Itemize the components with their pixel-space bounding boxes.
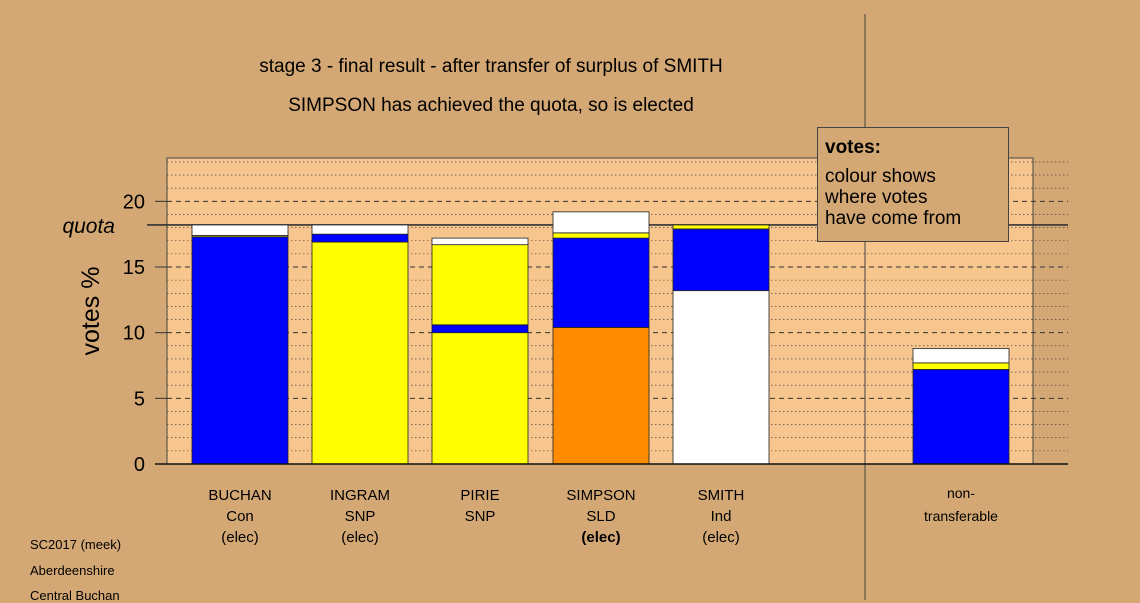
council-label: Aberdeenshire [30,563,115,578]
y-tick-label: 5 [134,388,145,410]
quota-label: quota [62,215,115,238]
chart-subtitle: SIMPSON has achieved the quota, so is el… [288,95,694,116]
y-tick-label: 10 [123,323,145,345]
bar-label: SNP [465,508,496,525]
legend-body: colour shows where votes have come from [825,166,962,229]
bar-segment-snp [311,241,409,465]
bar-segment-ind [311,224,409,235]
bar-segment-snp [431,332,529,465]
bar-segment-ind [912,348,1010,364]
bar-label: transferable [924,508,998,524]
bar-segment-snp [552,232,650,239]
y-tick-label: 20 [123,191,145,213]
bar-segment-ind [672,290,770,465]
bar-label: Ind [711,508,732,525]
bar-segment-con [552,237,650,328]
bar-label: SIMPSON [566,487,635,504]
bar-label: PIRIE [460,487,499,504]
y-tick-label: 0 [134,454,145,476]
bar-segment-sld [552,327,650,465]
bar-label: INGRAM [330,487,390,504]
bar-label: (elec) [581,529,620,546]
ward-label: Central Buchan [30,588,120,603]
bar-segment-con [672,228,770,292]
election-label: SC2017 (meek) [30,537,122,552]
y-tick-label: 15 [123,257,145,279]
bar-label: BUCHAN [208,487,271,504]
bar-label: (elec) [221,529,259,546]
legend-heading: votes: [825,137,881,158]
bar-label: SLD [586,508,615,525]
chart-title: stage 3 - final result - after transfer … [259,56,723,77]
bar-label: Con [226,508,254,525]
bar-segment-snp [672,224,770,230]
bar-segment-snp [912,362,1010,370]
bar-segment-con [311,233,409,243]
bar-segment-ind [552,211,650,234]
bar-segment-snp [431,244,529,326]
bar-label: SMITH [698,487,745,504]
bar-label: non- [947,485,975,501]
bar-segment-con [191,236,289,465]
bar-label: SNP [345,508,376,525]
bar-segment-ind [191,224,289,236]
legend-box: votes: colour shows where votes have com… [817,127,1009,242]
y-axis-title: votes % [77,267,105,356]
bar-segment-ind [431,237,529,246]
bar-label: (elec) [702,529,740,546]
bar-segment-con [912,369,1010,465]
bar-segment-con [431,324,529,334]
bar-label: (elec) [341,529,379,546]
